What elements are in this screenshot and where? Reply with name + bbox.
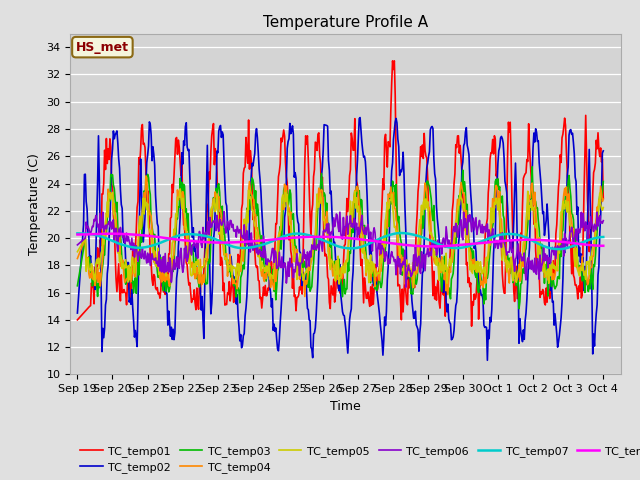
TC_temp02 [385, 264, 392, 269]
TC_temp01 [471, 296, 479, 302]
TC_temp03 [425, 181, 433, 187]
TC_temp03 [600, 179, 607, 184]
Text: HS_met: HS_met [76, 41, 129, 54]
TC_temp08 [168, 236, 175, 242]
TC_temp08 [471, 241, 479, 247]
TC_temp02 [600, 148, 607, 154]
TC_temp03 [312, 246, 319, 252]
Line: TC_temp08: TC_temp08 [77, 234, 604, 246]
TC_temp07 [74, 230, 81, 236]
TC_temp07 [312, 234, 319, 240]
TC_temp03 [383, 219, 391, 225]
TC_temp04 [301, 294, 308, 300]
TC_temp01 [74, 317, 81, 323]
TC_temp04 [74, 256, 81, 262]
TC_temp03 [515, 306, 523, 312]
TC_temp04 [385, 193, 393, 199]
TC_temp05 [385, 206, 392, 212]
Legend: TC_temp01, TC_temp02, TC_temp03, TC_temp04, TC_temp05, TC_temp06, TC_temp07, TC_: TC_temp01, TC_temp02, TC_temp03, TC_temp… [76, 441, 640, 478]
TC_temp05 [426, 231, 434, 237]
TC_temp02 [356, 115, 364, 120]
TC_temp03 [470, 248, 477, 254]
TC_temp01 [600, 196, 607, 202]
Line: TC_temp03: TC_temp03 [77, 167, 604, 309]
TC_temp04 [600, 196, 607, 202]
TC_temp03 [166, 280, 174, 286]
TC_temp08 [312, 234, 320, 240]
TC_temp06 [166, 258, 174, 264]
TC_temp02 [312, 325, 319, 331]
Line: TC_temp06: TC_temp06 [77, 212, 604, 288]
TC_temp08 [385, 240, 392, 246]
TC_temp08 [600, 243, 607, 249]
TC_temp04 [471, 263, 479, 268]
TC_temp08 [74, 232, 81, 238]
TC_temp06 [471, 221, 479, 227]
TC_temp08 [426, 243, 433, 249]
TC_temp06 [74, 242, 81, 248]
Title: Temperature Profile A: Temperature Profile A [263, 15, 428, 30]
TC_temp02 [209, 280, 216, 286]
TC_temp03 [209, 206, 216, 212]
TC_temp06 [312, 246, 320, 252]
TC_temp03 [529, 164, 536, 170]
TC_temp07 [470, 241, 478, 247]
TC_temp06 [385, 261, 392, 267]
TC_temp08 [428, 243, 436, 249]
TC_temp04 [210, 196, 218, 202]
TC_temp06 [402, 285, 410, 290]
TC_temp01 [426, 212, 433, 218]
TC_temp04 [313, 198, 321, 204]
TC_temp02 [426, 149, 433, 155]
TC_temp06 [426, 249, 434, 255]
TC_temp01 [388, 58, 396, 64]
TC_temp02 [166, 334, 174, 339]
TC_temp05 [600, 204, 607, 210]
TC_temp01 [312, 139, 319, 145]
TC_temp07 [166, 236, 174, 241]
TC_temp06 [209, 219, 216, 225]
TC_temp04 [168, 266, 175, 272]
Line: TC_temp07: TC_temp07 [77, 233, 604, 249]
Line: TC_temp05: TC_temp05 [77, 189, 604, 287]
TC_temp04 [142, 173, 150, 179]
TC_temp07 [600, 234, 607, 240]
TC_temp04 [426, 210, 434, 216]
TC_temp08 [108, 231, 115, 237]
TC_temp01 [209, 126, 216, 132]
TC_temp02 [484, 358, 492, 363]
Line: TC_temp04: TC_temp04 [77, 176, 604, 297]
Y-axis label: Temperature (C): Temperature (C) [28, 153, 41, 255]
TC_temp07 [383, 233, 391, 239]
TC_temp06 [600, 218, 607, 224]
TC_temp01 [166, 216, 174, 221]
TC_temp07 [555, 246, 563, 252]
TC_temp07 [209, 235, 216, 241]
TC_temp03 [74, 283, 81, 288]
TC_temp07 [397, 230, 405, 236]
TC_temp05 [176, 186, 184, 192]
TC_temp05 [312, 219, 320, 225]
TC_temp05 [471, 265, 479, 271]
TC_temp01 [383, 164, 391, 170]
Line: TC_temp01: TC_temp01 [77, 61, 604, 326]
TC_temp05 [74, 249, 81, 254]
TC_temp02 [74, 310, 81, 316]
TC_temp05 [166, 265, 174, 271]
TC_temp05 [210, 198, 218, 204]
Line: TC_temp02: TC_temp02 [77, 118, 604, 360]
TC_temp01 [468, 323, 476, 329]
TC_temp07 [426, 237, 433, 243]
TC_temp06 [220, 209, 228, 215]
TC_temp02 [470, 245, 478, 251]
TC_temp05 [410, 284, 417, 290]
X-axis label: Time: Time [330, 400, 361, 413]
TC_temp08 [210, 240, 218, 245]
